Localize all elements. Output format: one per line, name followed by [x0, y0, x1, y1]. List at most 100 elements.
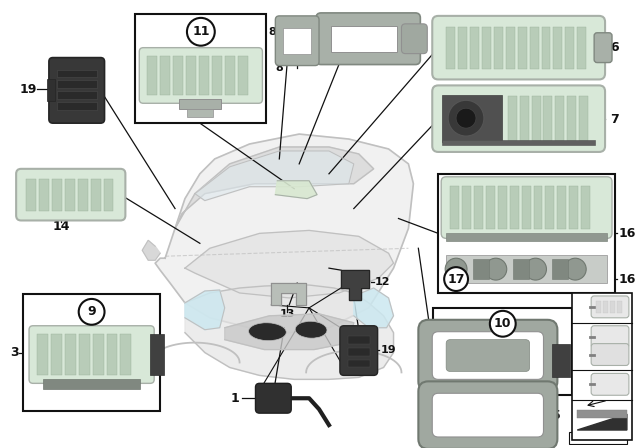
Text: 12: 12 — [374, 277, 390, 287]
Polygon shape — [185, 285, 394, 379]
FancyBboxPatch shape — [29, 326, 154, 383]
Bar — [570, 432, 627, 444]
Bar — [450, 186, 459, 229]
Bar — [509, 186, 518, 229]
Bar — [449, 344, 458, 377]
Bar — [104, 179, 113, 211]
Text: 17: 17 — [447, 272, 465, 285]
Bar — [552, 259, 568, 279]
Bar — [570, 186, 579, 229]
FancyBboxPatch shape — [419, 381, 557, 448]
Polygon shape — [142, 240, 160, 260]
Polygon shape — [195, 151, 354, 201]
Text: 482203: 482203 — [581, 434, 615, 443]
Polygon shape — [185, 290, 225, 330]
Bar — [186, 56, 196, 95]
Bar — [518, 27, 527, 69]
Bar — [473, 259, 489, 279]
FancyBboxPatch shape — [432, 332, 543, 379]
Text: 7: 7 — [610, 113, 619, 126]
Bar — [485, 344, 494, 377]
Bar — [617, 301, 622, 313]
Text: 11: 11 — [192, 25, 210, 38]
Bar — [173, 56, 183, 95]
Circle shape — [456, 108, 476, 128]
FancyBboxPatch shape — [591, 296, 629, 318]
Text: 10: 10 — [494, 317, 511, 330]
Bar — [577, 410, 627, 418]
Circle shape — [525, 258, 547, 280]
Text: 19: 19 — [381, 345, 396, 354]
Polygon shape — [275, 181, 317, 198]
Text: 14: 14 — [52, 220, 70, 233]
Text: 10: 10 — [574, 332, 586, 342]
Text: 9: 9 — [574, 379, 580, 389]
FancyBboxPatch shape — [419, 320, 557, 391]
Bar — [497, 344, 506, 377]
Ellipse shape — [295, 321, 327, 338]
FancyBboxPatch shape — [49, 58, 104, 123]
Bar — [534, 186, 543, 229]
Polygon shape — [185, 230, 394, 298]
Bar — [554, 27, 563, 69]
Bar — [610, 301, 615, 313]
Bar — [120, 334, 131, 375]
Bar — [179, 99, 221, 109]
Circle shape — [564, 258, 586, 280]
Bar — [556, 96, 564, 141]
Circle shape — [448, 100, 484, 136]
Polygon shape — [155, 134, 413, 333]
Bar — [541, 27, 550, 69]
Bar — [331, 26, 397, 52]
Bar — [284, 28, 311, 54]
Bar — [51, 334, 62, 375]
Text: 16: 16 — [619, 272, 636, 285]
Bar — [446, 233, 607, 241]
Circle shape — [485, 258, 507, 280]
FancyBboxPatch shape — [255, 383, 291, 413]
Circle shape — [79, 299, 104, 325]
Bar — [520, 96, 529, 141]
Bar — [565, 27, 574, 69]
Bar — [106, 334, 117, 375]
Bar — [446, 27, 455, 69]
Bar — [225, 56, 235, 95]
FancyBboxPatch shape — [340, 326, 378, 375]
Bar — [577, 27, 586, 69]
Bar — [567, 96, 576, 141]
Text: 18: 18 — [470, 274, 484, 284]
FancyBboxPatch shape — [401, 24, 428, 54]
Text: 1: 1 — [231, 392, 239, 405]
Text: 5: 5 — [552, 409, 561, 422]
FancyBboxPatch shape — [591, 344, 629, 366]
FancyBboxPatch shape — [441, 177, 612, 238]
Bar — [461, 344, 470, 377]
Text: 11: 11 — [574, 349, 586, 360]
Bar — [521, 344, 529, 377]
Text: 17: 17 — [574, 302, 587, 312]
Bar — [458, 27, 467, 69]
FancyBboxPatch shape — [591, 326, 629, 348]
Bar — [462, 186, 471, 229]
Bar — [150, 334, 164, 375]
Bar — [93, 334, 104, 375]
Text: 16: 16 — [619, 227, 636, 240]
Bar — [212, 56, 221, 95]
Bar — [65, 179, 75, 211]
Bar — [65, 334, 76, 375]
FancyBboxPatch shape — [441, 336, 556, 385]
FancyBboxPatch shape — [432, 16, 605, 79]
Polygon shape — [225, 314, 354, 349]
Bar — [438, 174, 615, 293]
Bar — [474, 186, 483, 229]
Bar — [91, 179, 100, 211]
Circle shape — [187, 18, 215, 46]
Bar — [187, 109, 212, 117]
Bar — [494, 27, 503, 69]
Bar — [486, 186, 495, 229]
Bar — [581, 186, 590, 229]
Text: 8: 8 — [268, 27, 276, 37]
Bar — [498, 186, 507, 229]
Bar — [43, 379, 140, 389]
Bar — [552, 344, 570, 377]
